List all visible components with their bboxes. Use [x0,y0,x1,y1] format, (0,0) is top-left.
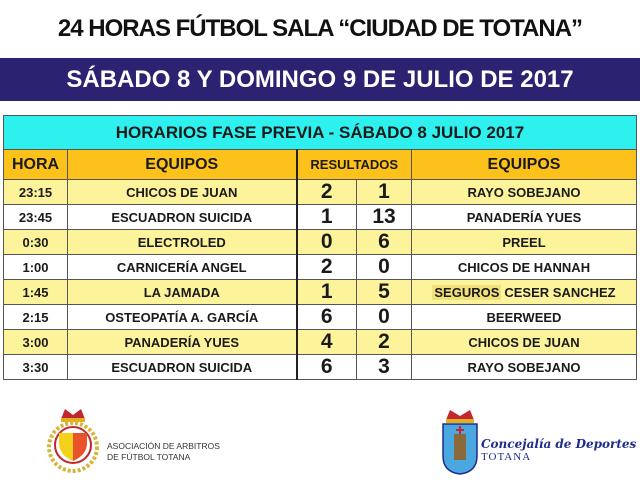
home-team: CHICOS DE JUAN [67,179,297,205]
home-score: 2 [295,254,357,280]
match-time: 23:15 [3,179,68,205]
home-score: 1 [295,204,357,230]
table-caption: HORARIOS FASE PREVIA - SÁBADO 8 JULIO 20… [3,115,637,150]
left-line2: DE FÚTBOL TOTANA [107,452,191,462]
away-team: SEGUROS CESER SANCHEZ [411,279,637,305]
match-time: 3:00 [3,329,68,355]
match-time: 1:00 [3,254,68,280]
col-equipos-away: EQUIPOS [411,149,637,180]
match-time: 1:45 [3,279,68,305]
home-score: 4 [295,329,357,355]
referees-association-logo [47,409,99,473]
table-row: 0:30 ELECTROLED 0 6 PREEL [3,229,637,255]
sports-department-text: Concejalía de Deportes TOTANA [481,438,636,464]
table-row: 3:00 PANADERÍA YUES 4 2 CHICOS DE JUAN [3,329,637,355]
col-hora: HORA [3,149,68,180]
table-row: 1:00 CARNICERÍA ANGEL 2 0 CHICOS DE HANNAH [3,254,637,280]
match-time: 3:30 [3,354,68,380]
home-score: 6 [295,304,357,330]
home-score: 0 [295,229,357,255]
date-text: SÁBADO 8 Y DOMINGO 9 DE JULIO DE 2017 [66,66,574,93]
poster-title: 24 HORAS FÚTBOL SALA “CIUDAD DE TOTANA” [57,15,583,42]
date-banner: SÁBADO 8 Y DOMINGO 9 DE JULIO DE 2017 [0,58,640,101]
table-row: 2:15 OSTEOPATÍA A. GARCÍA 6 0 BEERWEED [3,304,637,330]
away-score: 0 [356,254,412,280]
right-line1: Concejalía de Deportes [481,437,637,451]
away-score: 3 [356,354,412,380]
col-equipos-home: EQUIPOS [67,149,297,180]
left-line1: ASOCIACIÓN DE ARBITROS [107,441,220,451]
away-score: 0 [356,304,412,330]
match-time: 2:15 [3,304,68,330]
table-row: 3:30 ESCUADRON SUICIDA 6 3 RAYO SOBEJANO [3,354,637,380]
home-score: 1 [295,279,357,305]
home-team: PANADERÍA YUES [67,329,297,355]
away-team: RAYO SOBEJANO [411,179,637,205]
home-team: OSTEOPATÍA A. GARCÍA [67,304,297,330]
col-resultados: RESULTADOS [295,149,412,180]
away-team: BEERWEED [411,304,637,330]
away-team: CHICOS DE HANNAH [411,254,637,280]
away-score: 1 [356,179,412,205]
totana-coat-of-arms [442,410,478,475]
table-row: 23:45 ESCUADRON SUICIDA 1 13 PANADERÍA YUES [3,204,637,230]
away-team: CHICOS DE JUAN [411,329,637,355]
away-team: PREEL [411,229,637,255]
home-team: CARNICERÍA ANGEL [67,254,297,280]
table-row: 23:15 CHICOS DE JUAN 2 1 RAYO SOBEJANO [3,179,637,205]
away-team-rest: CESER SANCHEZ [504,284,616,300]
home-team: ESCUADRON SUICIDA [67,204,297,230]
away-score: 13 [356,204,412,230]
away-team: PANADERÍA YUES [411,204,637,230]
referees-association-text: ASOCIACIÓN DE ARBITROS DE FÚTBOL TOTANA [107,441,220,463]
home-team: ESCUADRON SUICIDA [67,354,297,380]
away-score: 6 [356,229,412,255]
table-row: 1:45 LA JAMADA 1 5 SEGUROS CESER SANCHEZ [3,279,637,305]
home-team: ELECTROLED [67,229,297,255]
away-score: 2 [356,329,412,355]
home-score: 2 [295,179,357,205]
highlighted-word: SEGUROS [432,284,502,300]
away-team: RAYO SOBEJANO [411,354,637,380]
match-time: 0:30 [3,229,68,255]
away-score: 5 [356,279,412,305]
home-score: 6 [295,354,357,380]
match-time: 23:45 [3,204,68,230]
schedule-table: HORARIOS FASE PREVIA - SÁBADO 8 JULIO 20… [3,115,637,380]
home-team: LA JAMADA [67,279,297,305]
right-line2: TOTANA [481,451,532,463]
